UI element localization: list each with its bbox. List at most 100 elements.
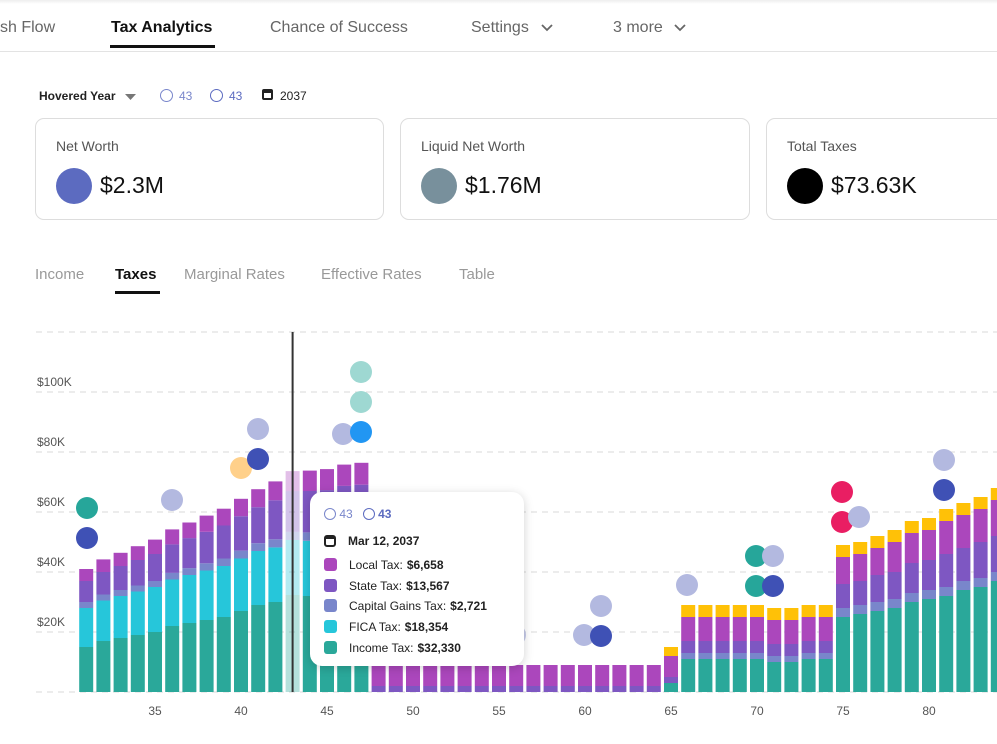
top-shadow [0, 0, 997, 4]
bar-segment [509, 686, 524, 692]
event-icon[interactable] [350, 421, 372, 443]
bar-segment [990, 536, 997, 572]
tooltip-swatch [324, 578, 337, 592]
event-icon[interactable] [676, 574, 698, 596]
event-icon[interactable] [161, 489, 183, 511]
bar-segment [234, 558, 248, 611]
bar-segment [836, 557, 850, 584]
bar-segment [818, 617, 833, 641]
bar-segment [853, 605, 868, 614]
y-tick-label: $60K [37, 495, 65, 509]
event-icon[interactable] [76, 497, 98, 519]
bar-segment [681, 617, 696, 641]
event-icon[interactable] [745, 575, 767, 597]
bar-segment [251, 551, 266, 605]
year-selector[interactable]: Hovered Year [39, 89, 116, 103]
bar-segment [853, 554, 868, 581]
bar-segment [732, 617, 747, 641]
bar-segment [268, 602, 283, 692]
bar-segment [818, 641, 833, 653]
bar-segment [216, 617, 231, 692]
sub-tab[interactable]: Table [459, 266, 495, 283]
nav-tab[interactable]: 3 more [613, 19, 663, 36]
y-tick-label: $20K [37, 615, 65, 629]
bar-segment [715, 641, 730, 653]
card-icon [787, 168, 823, 204]
event-icon[interactable] [933, 479, 955, 501]
bar-segment [113, 566, 128, 590]
event-icon[interactable] [350, 361, 372, 383]
x-tick-label: 50 [406, 704, 420, 718]
event-icon[interactable] [350, 391, 372, 413]
bar-segment [113, 596, 128, 638]
card-label: Liquid Net Worth [421, 138, 526, 154]
event-icon[interactable] [933, 449, 955, 471]
bar-segment [990, 581, 997, 692]
bar-segment [956, 515, 971, 548]
tooltip-item: State Tax: $13,567 [324, 578, 450, 593]
bar-segment [818, 659, 833, 692]
y-tick-label: $40K [37, 555, 65, 569]
metric-card: Total Taxes $73.63K [766, 118, 997, 220]
nav-tab[interactable]: sh Flow [0, 19, 56, 36]
bar-segment [973, 578, 988, 587]
event-icon[interactable] [230, 457, 252, 479]
bar-segment [767, 620, 782, 644]
bar-segment [457, 665, 472, 686]
event-icon[interactable] [332, 423, 354, 445]
event-icon[interactable] [762, 545, 784, 567]
bar-segment [732, 659, 747, 692]
bar-segment [302, 470, 317, 491]
bar-segment [371, 686, 386, 692]
sub-tab[interactable]: Taxes [115, 266, 157, 283]
tooltip: 43 43 Mar 12, 2037 Local Tax: $6,658 State… [310, 492, 524, 666]
bar-segment [492, 665, 506, 686]
tooltip-label: Income Tax: [349, 640, 414, 655]
x-tick-label: 80 [922, 704, 936, 718]
event-icon[interactable] [745, 545, 767, 567]
event-icon[interactable] [573, 624, 595, 646]
bar-segment [388, 665, 403, 686]
bar-segment [79, 647, 94, 692]
nav-divider [0, 51, 997, 52]
nav-tab[interactable]: Tax Analytics [111, 19, 213, 36]
bar-segment [836, 608, 850, 617]
bar-segment [956, 581, 971, 590]
event-icon[interactable] [590, 595, 612, 617]
event-icon[interactable] [762, 575, 784, 597]
event-icon[interactable] [76, 527, 98, 549]
event-icon[interactable] [831, 511, 853, 533]
bar-segment [801, 605, 816, 617]
bar-segment [182, 575, 197, 623]
bar-segment [801, 641, 816, 653]
bar-segment [956, 548, 971, 581]
bar-segment [165, 626, 180, 692]
bar-segment [646, 665, 661, 686]
event-icon[interactable] [831, 481, 853, 503]
sub-tab[interactable]: Effective Rates [321, 266, 422, 283]
nav-tab[interactable]: Settings [471, 19, 529, 36]
bar-segment [973, 509, 988, 542]
event-icon[interactable] [590, 625, 612, 647]
bar-segment [698, 617, 713, 641]
card-label: Total Taxes [787, 138, 857, 154]
sub-tab[interactable]: Income [35, 266, 85, 283]
bar-segment [165, 529, 180, 545]
bar-segment [526, 686, 541, 692]
sub-tab-underline [115, 291, 160, 294]
bar-segment [750, 659, 764, 692]
bar-segment [853, 614, 868, 692]
bar-segment [870, 575, 885, 602]
tooltip-swatch [324, 599, 337, 613]
card-icon [421, 168, 457, 204]
event-icon[interactable] [247, 418, 269, 440]
nav-tab[interactable]: Chance of Success [270, 19, 408, 36]
bar-segment [784, 656, 799, 662]
event-icon[interactable] [247, 448, 269, 470]
bar-segment [216, 558, 231, 566]
event-icon[interactable] [848, 506, 870, 528]
x-tick-label: 70 [750, 704, 764, 718]
bar-segment [199, 515, 214, 532]
sub-tab[interactable]: Marginal Rates [184, 266, 285, 283]
bar-segment [234, 550, 248, 559]
